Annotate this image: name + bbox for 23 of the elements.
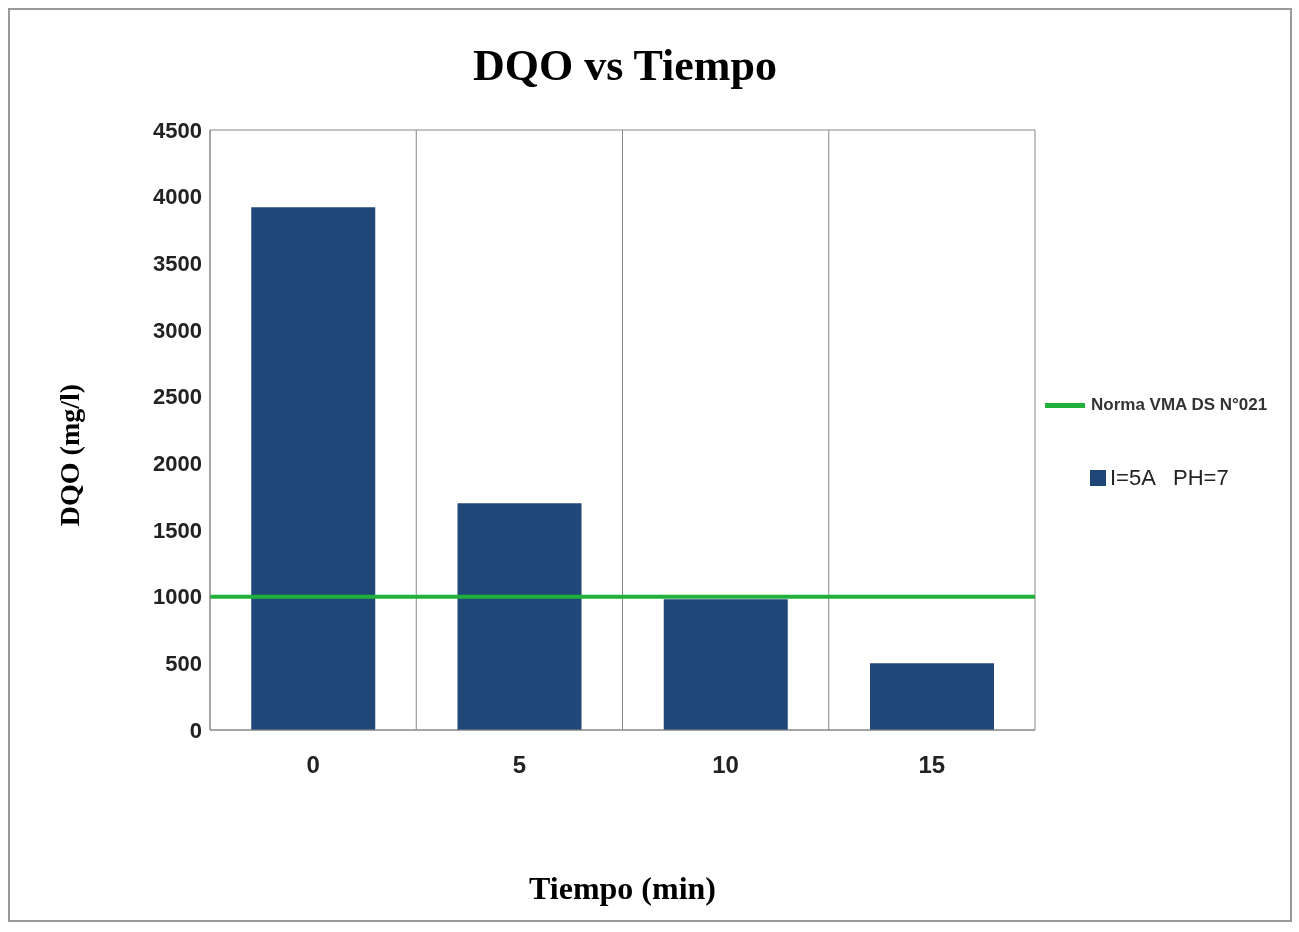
bar (251, 207, 376, 730)
y-tick-label: 500 (165, 651, 202, 677)
bar (870, 663, 994, 730)
chart-title: DQO vs Tiempo (472, 40, 778, 91)
y-axis-title: DQO (mg/l) (54, 383, 86, 527)
y-tick-label: 1000 (153, 584, 202, 610)
y-tick-label: 2500 (153, 384, 202, 410)
x-tick-label: 15 (918, 751, 946, 779)
x-tick-label: 10 (712, 751, 739, 779)
y-tick-label: 1500 (153, 517, 202, 543)
x-axis-title: Tiempo (min) (528, 870, 717, 907)
x-tick-label: 0 (306, 751, 320, 779)
y-tick-label: 0 (189, 717, 202, 743)
y-tick-label: 4500 (153, 117, 202, 143)
y-tick-label: 3500 (153, 251, 202, 277)
y-tick-label: 4000 (153, 184, 202, 210)
bar (457, 503, 582, 730)
bar (663, 599, 788, 730)
x-tick-label: 5 (512, 751, 527, 779)
legend-label: Norma VMA DS N°021 (1091, 395, 1268, 415)
y-tick-label: 3000 (153, 317, 202, 343)
legend-label: I=5A PH=7 (1110, 465, 1229, 491)
y-tick-label: 2000 (153, 451, 202, 477)
